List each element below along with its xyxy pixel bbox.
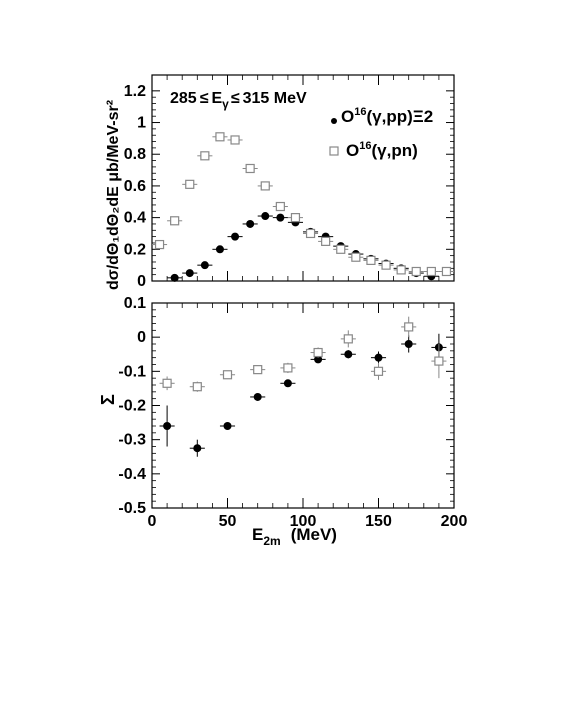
top-pp-point (170, 273, 179, 282)
top-pn-point (321, 236, 331, 246)
top-pp-point (276, 213, 285, 222)
bottom-x-axis: 0 50 100 150 200 (148, 303, 468, 530)
top-y-tick-label: 0.2 (124, 241, 146, 258)
bottom-y-tick-label: -0.1 (118, 363, 146, 380)
top-pn-point (396, 265, 406, 275)
top-pp-point (246, 219, 255, 228)
bottom-pn-point (343, 334, 353, 344)
top-pn-point (230, 135, 240, 145)
top-pn-point (290, 213, 301, 223)
bottom-pp-point (163, 422, 172, 430)
bottom-pn-point (434, 356, 444, 366)
bottom-y-tick-label: -0.4 (118, 466, 146, 483)
top-y-axis: 0 0.2 0.4 0.6 0.8 1 1.2 (124, 75, 455, 290)
top-pp-point (231, 232, 240, 241)
bottom-y-tick-label: 0 (137, 329, 146, 346)
top-pn-point (260, 181, 270, 191)
top-pp-point (215, 245, 224, 254)
top-pn-point (275, 201, 285, 212)
top-pn-point (245, 163, 255, 174)
top-pp-point (200, 261, 209, 270)
bottom-plot-area (159, 316, 447, 457)
bottom-pn-point (313, 347, 323, 358)
bottom-y-tick-label: -0.5 (118, 500, 146, 517)
bottom-pp-point (404, 340, 413, 348)
bottom-pp-point (253, 392, 262, 401)
bottom-pp-point (314, 355, 323, 364)
top-pn-point (170, 216, 180, 226)
top-pn-point (185, 179, 195, 189)
bottom-pn-point (404, 322, 414, 332)
x-tick-label: 0 (148, 513, 157, 530)
bottom-y-axis: -0.5 -0.4 -0.3 -0.2 -0.1 0 0.1 (118, 295, 454, 517)
top-pp-point (185, 269, 194, 278)
x-axis-label: E2m (MeV) (252, 525, 337, 548)
top-y-axis-label: dσ/dΘ₁dΘ₂dE μb/MeV-sr² (105, 100, 122, 290)
top-pn-point (411, 266, 421, 277)
x-tick-label: 150 (365, 513, 392, 530)
top-pn-point (215, 132, 225, 142)
bottom-pp-point (193, 444, 202, 453)
top-pn-point (426, 266, 436, 277)
energy-range-annotation: 285 ≤ Eγ ≤315 MeV (170, 90, 307, 111)
legend: O16(γ,pp)Ξ2 O16(γ,pn) (329, 106, 433, 160)
legend-marker-pp (331, 118, 337, 124)
top-pp-point (261, 212, 270, 221)
bottom-pn-point (373, 366, 384, 376)
bottom-pp-point (344, 350, 353, 359)
legend-label-pn: O16(γ,pn) (346, 140, 418, 160)
top-pn-point (154, 239, 165, 250)
bottom-y-tick-label: -0.3 (118, 432, 146, 449)
top-pn-point (336, 244, 346, 254)
top-pn-point (381, 260, 391, 270)
bottom-pn-point (283, 363, 293, 373)
top-y-tick-label: 0.6 (124, 178, 146, 195)
bottom-pn-point (222, 370, 233, 380)
bottom-y-axis-label: Σ (98, 394, 118, 405)
x-tick-label: 100 (290, 513, 317, 530)
top-pn-point (441, 266, 452, 277)
bottom-pp-point (223, 422, 232, 430)
legend-label-pp: O16(γ,pp)Ξ2 (341, 106, 433, 126)
x-tick-label: 50 (219, 513, 237, 530)
top-y-tick-label: 0 (137, 273, 146, 290)
top-pn-point (366, 255, 376, 265)
bottom-pn-point (192, 382, 202, 392)
x-tick-label: 200 (441, 513, 468, 530)
bottom-y-tick-label: 0.1 (124, 295, 146, 312)
top-pn-point (305, 228, 316, 239)
top-plot-area (152, 132, 454, 282)
top-y-tick-label: 0.8 (124, 146, 146, 163)
top-y-tick-label: 1.2 (124, 83, 146, 100)
bottom-pp-point (374, 353, 383, 362)
bottom-pn-point (253, 365, 263, 375)
top-y-tick-label: 1 (137, 115, 146, 132)
top-pn-point (351, 252, 361, 262)
legend-marker-pn (329, 146, 339, 156)
top-y-tick-label: 0.4 (124, 210, 146, 227)
bottom-pn-point (162, 378, 172, 388)
bottom-y-tick-label: -0.2 (118, 398, 146, 415)
top-pn-point (200, 151, 210, 161)
bottom-pp-point (283, 379, 292, 388)
